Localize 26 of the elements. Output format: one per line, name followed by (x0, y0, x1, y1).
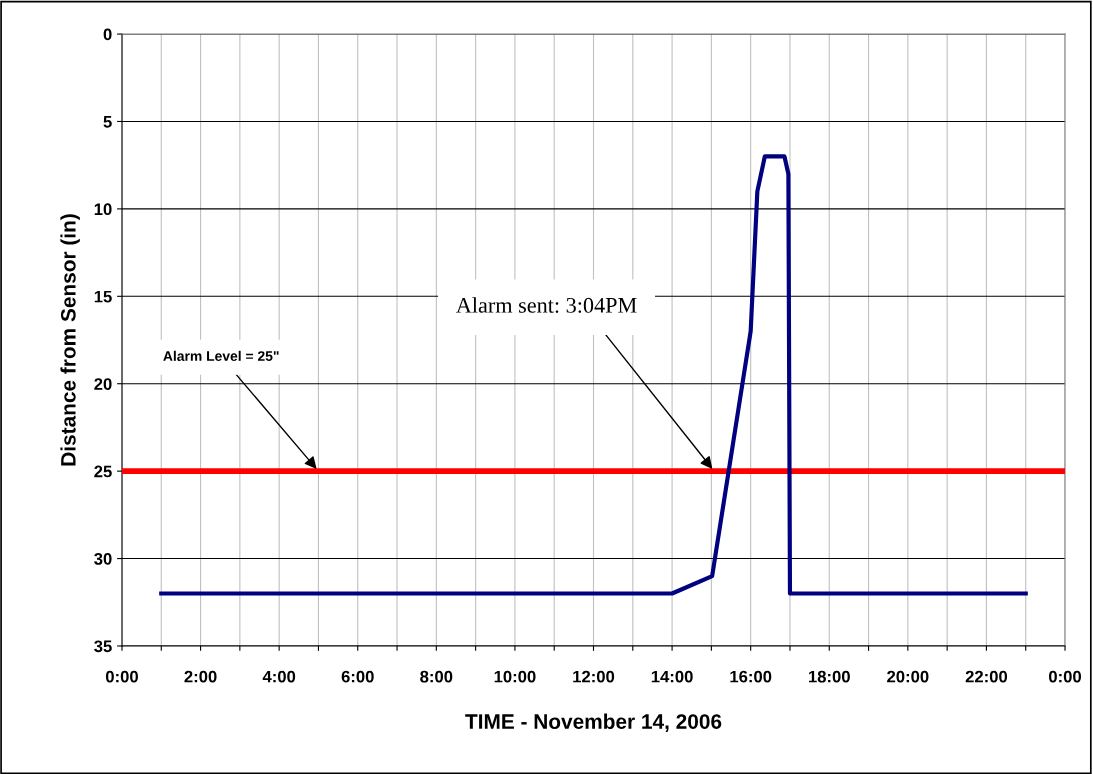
x-tick-label: 0:00 (1049, 670, 1082, 683)
x-tick-label: 18:00 (809, 670, 850, 683)
x-axis-title: TIME - November 14, 2006 (465, 713, 722, 732)
x-tick-label: 14:00 (651, 670, 693, 683)
x-tick-label: 6:00 (341, 670, 374, 683)
x-tick-label: 2:00 (184, 670, 217, 683)
x-tick-label: 20:00 (887, 670, 929, 683)
y-tick-label: 30 (94, 552, 112, 565)
x-tick-label: 0:00 (105, 670, 138, 683)
y-axis-title: Distance from Sensor (in) (60, 214, 80, 466)
line-series (159, 154, 1028, 596)
annotation: Alarm sent: 3:04PM (456, 297, 637, 313)
y-tick-label: 25 (94, 465, 112, 478)
y-tick-label: 35 (94, 640, 112, 653)
y-tick-label: 15 (94, 290, 112, 303)
x-tick-label: 16:00 (730, 670, 772, 683)
x-tick-label: 12:00 (573, 670, 615, 683)
y-tick-label: 20 (94, 378, 112, 390)
x-tick-label: 22:00 (965, 670, 1008, 683)
x-tick-label: 8:00 (420, 670, 453, 683)
x-tick-label: 4:00 (262, 670, 296, 683)
y-tick-label: 10 (94, 203, 112, 216)
x-tick-label: 10:00 (494, 670, 536, 683)
y-tick-label: 0 (103, 28, 112, 41)
annotation: Alarm Level = 25" (163, 350, 279, 361)
y-tick-label: 5 (103, 116, 112, 128)
